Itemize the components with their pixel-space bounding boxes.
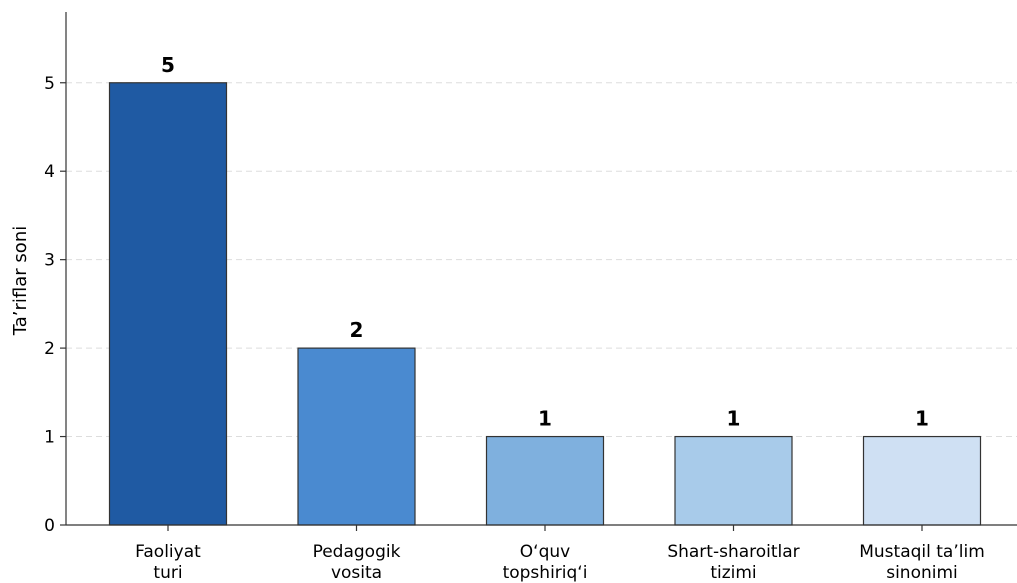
x-tick-label-1-line-1: Faoliyat — [135, 542, 201, 562]
y-tick-label-1: 1 — [44, 428, 55, 448]
x-tick-label-2-line-1: Pedagogik — [313, 542, 401, 562]
x-tick-label-3-line-1: O‘quv — [520, 542, 570, 562]
data-label-3: 1 — [538, 407, 552, 431]
x-tick-label-1-line-2: turi — [153, 563, 182, 583]
x-tick-label-3-line-2: topshiriq‘i — [503, 563, 588, 583]
y-ticks: 0 1 2 3 4 5 — [44, 74, 66, 536]
data-label-2: 2 — [350, 318, 364, 342]
y-tick-label-3: 3 — [44, 251, 55, 271]
bar-5 — [862, 435, 982, 526]
data-label-1: 5 — [161, 53, 175, 77]
bar-1 — [108, 82, 228, 526]
data-label-5: 1 — [915, 407, 929, 431]
y-tick-label-5: 5 — [44, 74, 55, 94]
bar-2 — [297, 347, 416, 526]
y-axis-label: Ta’riflar soni — [10, 226, 31, 336]
bars — [108, 82, 982, 526]
bar-3 — [485, 435, 605, 526]
data-labels: 5 2 1 1 1 — [161, 53, 929, 431]
y-tick-label-2: 2 — [44, 339, 55, 359]
x-tick-label-5-line-1: Mustaqil ta’lim — [859, 542, 985, 562]
x-tick-label-4-line-1: Shart-sharoitlar — [667, 542, 799, 562]
data-label-4: 1 — [727, 407, 741, 431]
x-tick-label-4-line-2: tizimi — [710, 563, 756, 583]
axes — [65, 12, 1017, 526]
y-tick-label-4: 4 — [44, 162, 55, 182]
x-tick-label-2-line-2: vosita — [331, 563, 382, 583]
y-tick-label-0: 0 — [44, 516, 55, 536]
x-tick-label-5-line-2: sinonimi — [886, 563, 958, 583]
bar-4 — [674, 435, 793, 526]
